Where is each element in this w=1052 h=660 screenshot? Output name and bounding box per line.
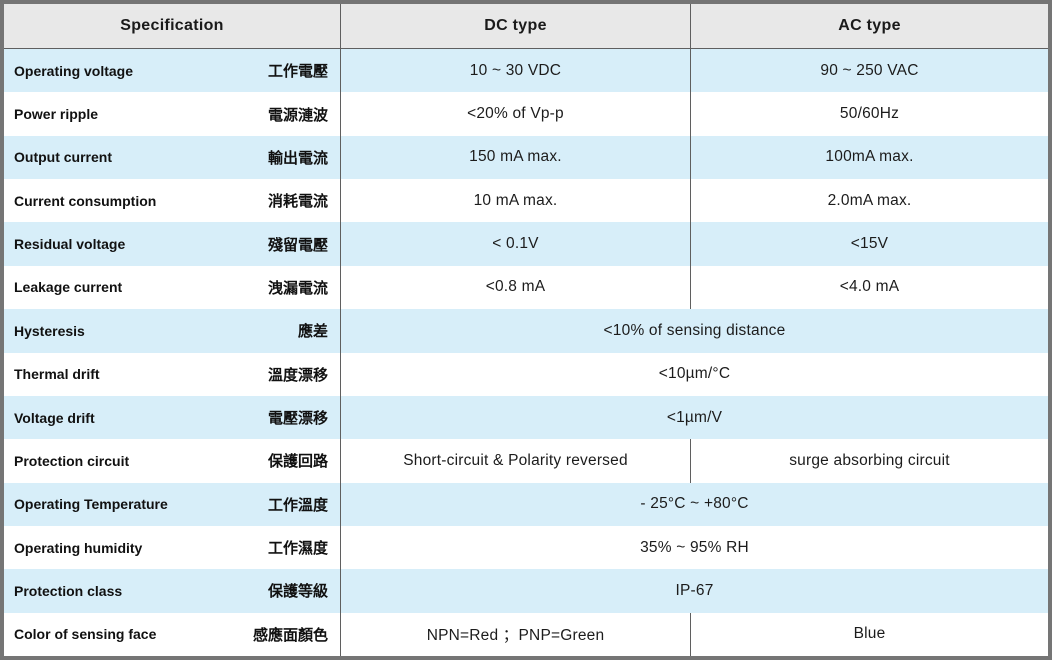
spec-label-en: Residual voltage xyxy=(14,236,126,253)
table-row-protection-circuit: Protection circuit 保護回路 Short-circuit & … xyxy=(4,439,1048,483)
ac-value: 2.0mA max. xyxy=(827,191,912,209)
spec-label-en: Hysteresis xyxy=(14,322,85,339)
spec-label-zh: 工作溫度 xyxy=(267,496,328,514)
spec-label: Color of sensing face 感應面顏色 xyxy=(4,612,341,657)
ac-value: Blue xyxy=(853,625,886,643)
table-row-leakage-current: Leakage current 洩漏電流 <0.8 mA <4.0 mA xyxy=(4,265,1048,310)
ac-value: 100mA max. xyxy=(825,148,914,166)
dc-value: NPN=Red ；PNP=Green xyxy=(341,612,691,657)
table-row-voltage-drift: Voltage drift 電壓漂移 <1µm/V xyxy=(4,395,1048,440)
spec-label-en: Operating voltage xyxy=(14,62,134,79)
dc-value: 10 ~ 30 VDC xyxy=(341,49,691,93)
merged-value: 35% ~ 95% RH xyxy=(640,538,749,556)
dc-value: Short-circuit & Polarity reversed xyxy=(341,439,691,483)
spec-label-en: Leakage current xyxy=(14,279,123,296)
ac-value: <4.0 mA xyxy=(839,278,900,296)
spec-label-zh: 保護回路 xyxy=(267,453,328,471)
ac-value: 90 ~ 250 VAC xyxy=(820,61,919,79)
merged-value: <10% of sensing distance xyxy=(603,321,786,339)
spec-label: Leakage current 洩漏電流 xyxy=(4,265,341,310)
table-row-color-of-sensing-face: Color of sensing face 感應面顏色 NPN=Red ；PNP… xyxy=(4,612,1048,657)
spec-label: Operating voltage 工作電壓 xyxy=(4,49,341,93)
spec-label-zh: 工作濕度 xyxy=(267,540,328,558)
spec-label-zh: 電壓漂移 xyxy=(267,410,328,428)
ac-value: 50/60Hz xyxy=(839,105,900,123)
header-specification: Specification xyxy=(4,4,341,48)
spec-label: Protection circuit 保護回路 xyxy=(4,439,341,483)
spec-label-en: Voltage drift xyxy=(14,409,95,426)
spec-label-zh: 應差 xyxy=(297,323,328,341)
dc-value: 10 mA max. xyxy=(341,179,691,223)
table-row-operating-humidity: Operating humidity 工作濕度 35% ~ 95% RH xyxy=(4,525,1048,570)
spec-label: Power ripple 電源漣波 xyxy=(4,92,341,136)
spec-label-zh: 感應面顏色 xyxy=(252,626,328,644)
header-ac-type: AC type xyxy=(838,17,901,34)
spec-label: Residual voltage 殘留電壓 xyxy=(4,222,341,266)
spec-label-zh: 洩漏電流 xyxy=(267,279,328,297)
table-row-thermal-drift: Thermal drift 溫度漂移 <10µm/°C xyxy=(4,352,1048,396)
dc-value: <20% of Vp-p xyxy=(341,92,691,136)
spec-label-en: Current consumption xyxy=(14,192,157,209)
table-row-operating-temperature: Operating Temperature 工作溫度 - 25°C ~ +80°… xyxy=(4,482,1048,526)
spec-label-en: Protection circuit xyxy=(14,452,130,469)
spec-label-zh: 電源漣波 xyxy=(267,106,328,124)
header-dc-type: DC type xyxy=(341,4,691,48)
spec-label: Current consumption 消耗電流 xyxy=(4,179,341,223)
spec-label-en: Operating Temperature xyxy=(14,496,168,513)
dc-value: < 0.1V xyxy=(341,222,691,266)
dc-value: <0.8 mA xyxy=(341,265,691,310)
spec-label-zh: 保護等級 xyxy=(267,583,328,601)
spec-label-en: Power ripple xyxy=(14,106,99,123)
table-row-residual-voltage: Residual voltage 殘留電壓 < 0.1V <15V xyxy=(4,222,1048,266)
ac-value: <15V xyxy=(850,235,889,253)
spec-label-zh: 輸出電流 xyxy=(267,149,328,167)
spec-label-en: Color of sensing face xyxy=(14,626,157,643)
spec-label-en: Operating humidity xyxy=(14,539,143,556)
merged-value: - 25°C ~ +80°C xyxy=(640,495,749,513)
spec-label: Voltage drift 電壓漂移 xyxy=(4,395,341,440)
spec-label: Operating humidity 工作濕度 xyxy=(4,525,341,570)
spec-table: Specification DC type AC type Operating … xyxy=(4,4,1048,657)
table-row-protection-class: Protection class 保護等級 IP-67 xyxy=(4,569,1048,613)
spec-label-zh: 消耗電流 xyxy=(267,193,328,211)
spec-label-zh: 溫度漂移 xyxy=(267,366,328,384)
table-row-hysteresis: Hysteresis 應差 <10% of sensing distance xyxy=(4,309,1048,353)
spec-label-zh: 殘留電壓 xyxy=(267,236,328,254)
spec-label-en: Protection class xyxy=(14,582,123,599)
spec-label: Output current 輸出電流 xyxy=(4,135,341,180)
ac-value: surge absorbing circuit xyxy=(789,451,950,469)
merged-value: <10µm/°C xyxy=(658,365,731,383)
spec-label-en: Output current xyxy=(14,149,112,166)
spec-label: Thermal drift 溫度漂移 xyxy=(4,352,341,396)
spec-label: Operating Temperature 工作溫度 xyxy=(4,482,341,526)
merged-value: <1µm/V xyxy=(666,408,723,426)
spec-label-en: Thermal drift xyxy=(14,366,100,383)
spec-label: Protection class 保護等級 xyxy=(4,569,341,613)
table-row-operating-voltage: Operating voltage 工作電壓 10 ~ 30 VDC 90 ~ … xyxy=(4,49,1048,93)
table-header-row: Specification DC type AC type xyxy=(4,4,1048,49)
table-row-output-current: Output current 輸出電流 150 mA max. 100mA ma… xyxy=(4,135,1048,180)
dc-value: 150 mA max. xyxy=(341,135,691,180)
table-row-current-consumption: Current consumption 消耗電流 10 mA max. 2.0m… xyxy=(4,179,1048,223)
spec-label-zh: 工作電壓 xyxy=(267,63,328,81)
spec-label: Hysteresis 應差 xyxy=(4,309,341,353)
merged-value: IP-67 xyxy=(675,581,714,599)
table-row-power-ripple: Power ripple 電源漣波 <20% of Vp-p 50/60Hz xyxy=(4,92,1048,136)
